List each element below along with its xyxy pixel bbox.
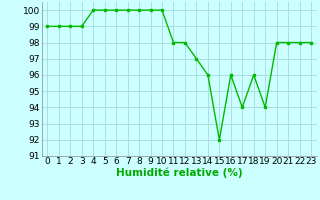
X-axis label: Humidité relative (%): Humidité relative (%) xyxy=(116,168,243,178)
